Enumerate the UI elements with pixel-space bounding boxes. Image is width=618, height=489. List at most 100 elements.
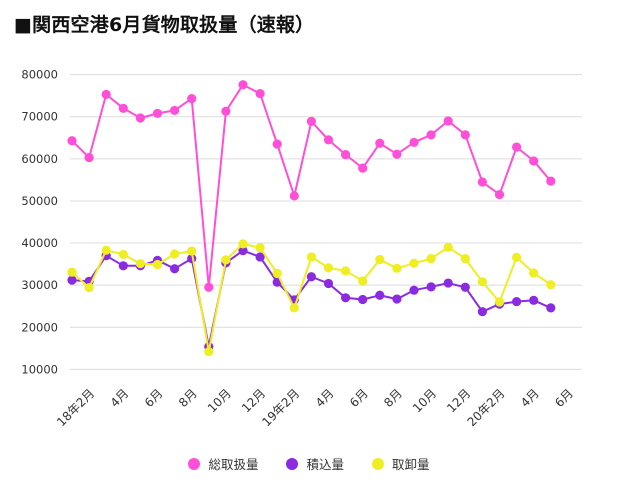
- data-point: [358, 294, 368, 305]
- data-point: [375, 254, 385, 265]
- data-point: [426, 130, 436, 140]
- data-point: [443, 242, 453, 252]
- data-point: [67, 275, 77, 285]
- data-point: [170, 249, 180, 259]
- data-point: [511, 252, 522, 262]
- data-point: [460, 282, 470, 292]
- data-point: [152, 108, 163, 118]
- x-tick-label: 19年2月: [259, 386, 302, 429]
- x-tick-label: 6月: [347, 386, 371, 410]
- data-point: [187, 246, 197, 256]
- data-point: [494, 297, 505, 307]
- data-point: [460, 254, 470, 264]
- legend-item: 取卸量: [372, 454, 430, 473]
- legend-item: 積込量: [286, 454, 344, 473]
- data-point: [529, 156, 539, 166]
- data-point: [170, 264, 180, 274]
- y-tick-label: 40000: [21, 236, 58, 250]
- data-point: [187, 94, 197, 104]
- y-tick-label: 50000: [21, 194, 58, 208]
- data-point: [101, 89, 111, 100]
- data-point: [289, 191, 299, 201]
- x-tick-label: 12月: [444, 386, 473, 415]
- data-point: [323, 263, 334, 273]
- data-point: [204, 282, 214, 292]
- data-point: [272, 139, 282, 149]
- y-tick-label: 70000: [21, 110, 58, 124]
- y-tick-label: 80000: [21, 68, 58, 82]
- data-point: [101, 245, 111, 255]
- data-point: [358, 276, 368, 286]
- data-point: [375, 290, 385, 300]
- y-tick-label: 20000: [21, 320, 58, 334]
- data-point: [529, 268, 539, 278]
- data-point: [426, 254, 436, 264]
- x-tick-label: 12月: [239, 386, 268, 415]
- data-point: [238, 80, 248, 90]
- data-point: [341, 266, 351, 276]
- data-point: [289, 303, 299, 313]
- legend-label: 取卸量: [392, 457, 430, 472]
- data-point: [494, 190, 505, 200]
- data-point: [443, 278, 453, 288]
- data-point: [238, 246, 248, 256]
- legend-label: 積込量: [306, 457, 344, 472]
- data-point: [118, 103, 128, 113]
- legend-item: 総取扱量: [188, 454, 258, 473]
- x-tick-label: 20年2月: [465, 386, 508, 429]
- x-tick-label: 8月: [381, 386, 405, 410]
- data-point: [460, 130, 470, 140]
- data-point: [375, 138, 385, 148]
- data-point: [477, 277, 487, 287]
- data-point: [272, 268, 282, 278]
- data-point: [392, 294, 402, 304]
- data-point: [170, 105, 180, 116]
- data-point: [341, 293, 351, 303]
- data-point: [152, 259, 163, 270]
- legend-label: 総取扱量: [208, 457, 259, 472]
- data-point: [546, 280, 556, 290]
- chart-legend: 総取扱量 積込量 取卸量: [0, 454, 618, 473]
- data-point: [221, 255, 231, 265]
- data-point: [306, 252, 316, 262]
- data-point: [358, 163, 368, 173]
- x-tick-label: 6月: [142, 386, 166, 410]
- legend-marker: [188, 457, 201, 470]
- data-point: [546, 176, 556, 186]
- legend-marker: [286, 457, 299, 470]
- data-point: [392, 149, 402, 159]
- data-point: [306, 116, 316, 126]
- data-point: [255, 88, 265, 99]
- data-point: [118, 261, 128, 271]
- y-tick-label: 10000: [21, 362, 58, 376]
- data-point: [511, 296, 522, 307]
- data-point: [118, 249, 128, 260]
- chart-title: ■関西空港6月貨物取扱量（速報）: [14, 14, 315, 36]
- data-point: [204, 347, 214, 357]
- x-tick-label: 18年2月: [54, 386, 97, 429]
- x-tick-label: 10月: [205, 386, 234, 415]
- data-point: [341, 150, 351, 160]
- data-point: [238, 239, 248, 249]
- data-point: [67, 136, 77, 146]
- data-point: [323, 278, 334, 289]
- x-tick-label: 6月: [552, 386, 576, 410]
- x-tick-label: 4月: [108, 386, 132, 410]
- data-point: [546, 303, 556, 313]
- y-tick-label: 60000: [21, 152, 58, 166]
- x-tick-label: 8月: [176, 386, 200, 410]
- x-tick-label: 4月: [518, 386, 542, 410]
- data-point: [323, 135, 334, 145]
- data-point: [306, 272, 316, 282]
- data-point: [529, 295, 539, 305]
- data-point: [135, 259, 145, 269]
- data-point: [255, 252, 265, 262]
- x-tick-label: 4月: [313, 386, 337, 410]
- data-point: [511, 142, 522, 152]
- data-point: [392, 263, 402, 273]
- data-point: [409, 258, 419, 268]
- data-point: [84, 283, 94, 293]
- data-point: [135, 113, 145, 123]
